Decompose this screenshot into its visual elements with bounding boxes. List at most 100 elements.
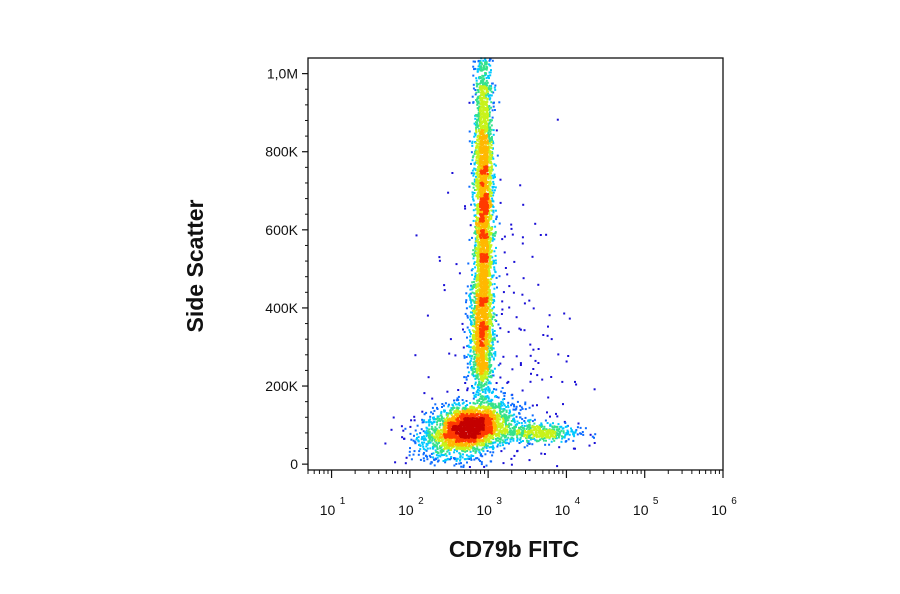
- data-point: [479, 147, 482, 150]
- data-point: [472, 299, 475, 302]
- data-point: [492, 301, 495, 304]
- data-point: [512, 417, 515, 420]
- data-point: [470, 407, 473, 410]
- data-point: [492, 405, 495, 408]
- data-point: [528, 430, 531, 433]
- data-point: [523, 302, 526, 305]
- data-point: [473, 262, 476, 265]
- data-point: [477, 406, 480, 409]
- data-point: [477, 109, 480, 112]
- data-point: [475, 286, 477, 289]
- data-point: [478, 380, 481, 383]
- data-point: [490, 297, 493, 300]
- data-point: [485, 317, 488, 320]
- data-point: [476, 328, 479, 331]
- data-point: [486, 243, 489, 245]
- data-point: [495, 388, 498, 391]
- data-point: [487, 263, 490, 266]
- data-point: [489, 298, 492, 301]
- data-point: [488, 200, 491, 203]
- data-point: [429, 436, 432, 439]
- data-point: [491, 168, 494, 171]
- data-point: [488, 249, 491, 252]
- data-point: [443, 445, 446, 447]
- data-point: [470, 443, 473, 446]
- data-point: [476, 442, 479, 445]
- data-point: [477, 278, 480, 281]
- data-point: [427, 436, 430, 439]
- data-point: [478, 438, 481, 441]
- data-point: [471, 369, 474, 372]
- data-point: [502, 419, 505, 422]
- data-point: [493, 295, 496, 298]
- data-point: [484, 160, 487, 163]
- data-point: [469, 341, 472, 344]
- data-point: [547, 325, 549, 328]
- data-point: [502, 410, 505, 413]
- data-point: [483, 286, 486, 289]
- data-point: [431, 406, 434, 409]
- data-point: [493, 338, 496, 341]
- data-point: [460, 446, 463, 449]
- data-point: [487, 334, 490, 337]
- data-point: [474, 246, 477, 249]
- data-point: [485, 464, 488, 467]
- data-point: [491, 307, 494, 310]
- data-point: [464, 408, 467, 411]
- data-point: [471, 144, 474, 147]
- data-point: [485, 148, 488, 150]
- data-point: [489, 94, 492, 97]
- data-point: [472, 387, 475, 390]
- data-point: [460, 462, 462, 465]
- data-point: [463, 458, 466, 461]
- data-point: [489, 120, 492, 123]
- data-point: [489, 138, 492, 141]
- data-point: [404, 462, 407, 465]
- data-point: [486, 286, 489, 288]
- data-point: [469, 323, 472, 326]
- data-point: [484, 72, 487, 74]
- data-point: [488, 85, 491, 87]
- data-point: [485, 116, 488, 119]
- data-point: [502, 409, 505, 411]
- data-point: [554, 433, 557, 436]
- data-point: [482, 132, 485, 135]
- data-point: [487, 403, 490, 406]
- data-point: [573, 435, 576, 438]
- data-point: [477, 138, 480, 141]
- data-point: [567, 355, 570, 357]
- data-point: [484, 354, 487, 357]
- data-point: [423, 451, 425, 454]
- data-point: [468, 448, 471, 451]
- data-point: [499, 376, 502, 379]
- data-point: [473, 295, 476, 298]
- data-point: [523, 431, 526, 434]
- data-point: [457, 389, 460, 391]
- data-point: [519, 416, 522, 419]
- data-point: [557, 353, 560, 356]
- data-point: [568, 433, 571, 436]
- data-point: [575, 429, 578, 432]
- data-point: [488, 269, 490, 272]
- data-point: [484, 311, 487, 313]
- data-point: [472, 172, 475, 175]
- data-point: [484, 118, 487, 120]
- data-point: [489, 437, 492, 440]
- data-point: [491, 347, 494, 350]
- data-point: [477, 410, 480, 413]
- data-point: [483, 157, 486, 159]
- data-point: [476, 363, 479, 366]
- data-point: [483, 141, 486, 144]
- data-point: [400, 425, 403, 428]
- data-point: [494, 351, 497, 353]
- data-point: [570, 430, 573, 433]
- data-point: [480, 149, 483, 152]
- data-point: [489, 57, 492, 60]
- data-point: [436, 406, 438, 409]
- data-point: [413, 415, 416, 418]
- data-point: [486, 400, 489, 403]
- data-point: [576, 433, 579, 436]
- data-point: [475, 221, 478, 224]
- data-point: [487, 175, 490, 178]
- data-point: [484, 277, 487, 280]
